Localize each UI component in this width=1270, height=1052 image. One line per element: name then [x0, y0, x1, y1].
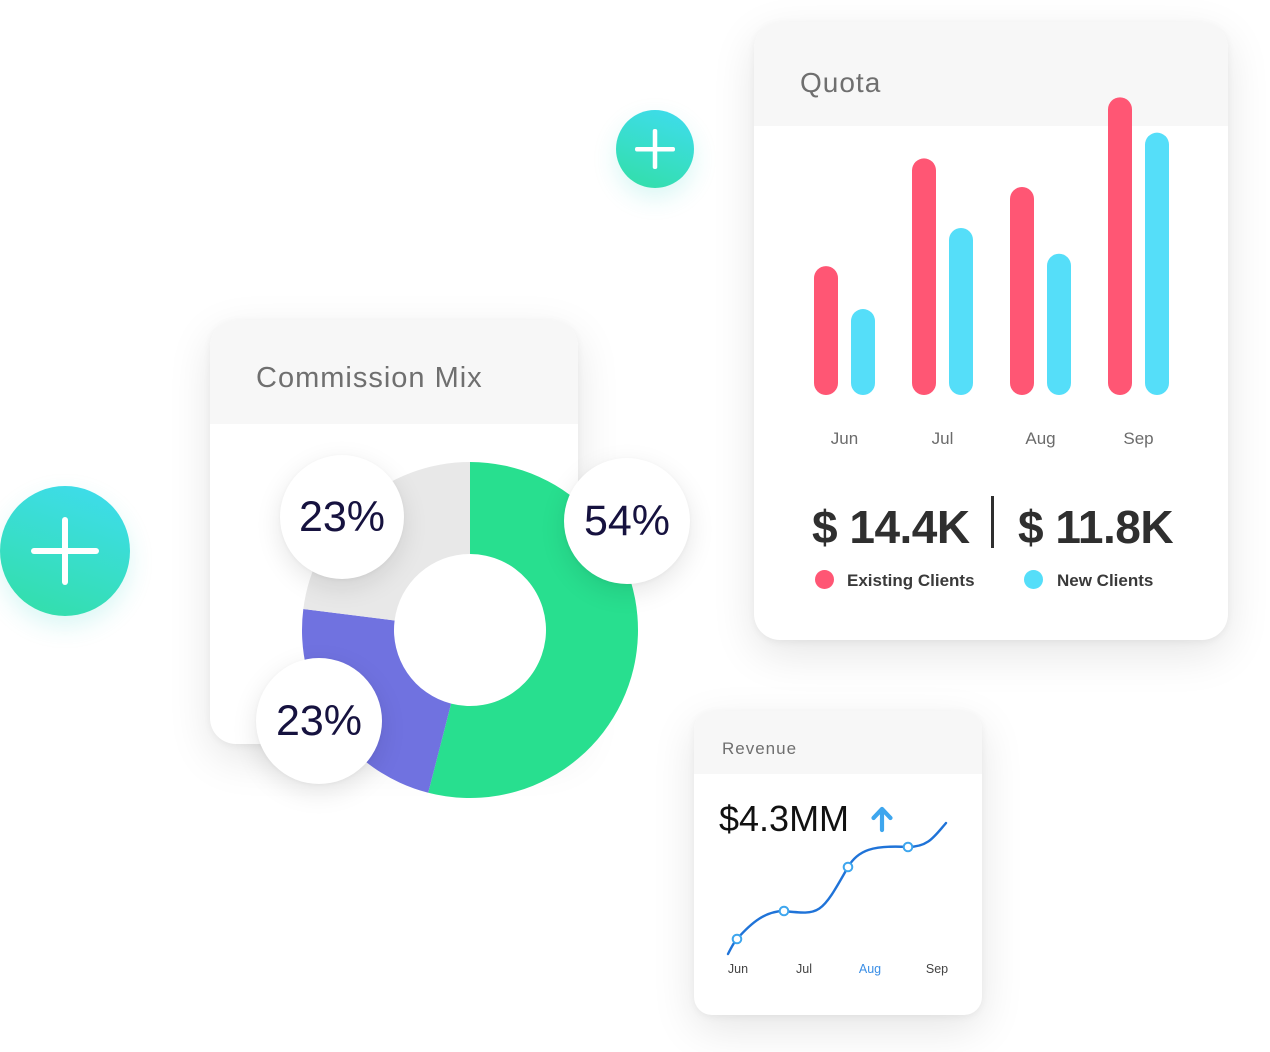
revenue-series-line — [726, 821, 948, 956]
revenue-card: Revenue — [694, 711, 982, 1015]
add-button-top[interactable] — [616, 110, 694, 188]
revenue-point-jun — [731, 933, 743, 945]
legend-new-label: New Clients — [1057, 571, 1154, 590]
commission-mix-title: Commission Mix — [256, 362, 483, 394]
legend-existing-label: Existing Clients — [847, 571, 975, 590]
revenue-line-chart: Jun Jul Aug Sep — [726, 806, 948, 976]
commission-label-gray: 23% — [280, 455, 404, 579]
revenue-point-sep — [902, 841, 914, 853]
revenue-point-jul — [778, 905, 790, 917]
x-tick-aug: Aug — [1025, 429, 1055, 448]
plus-icon — [635, 129, 675, 169]
revenue-x-tick-jul: Jul — [796, 962, 812, 976]
revenue-header: Revenue — [694, 711, 982, 774]
revenue-point-aug — [842, 861, 854, 873]
x-tick-sep: Sep — [1123, 429, 1153, 448]
stat-divider — [991, 496, 994, 548]
arrow-up-icon — [871, 806, 893, 833]
revenue-title: Revenue — [722, 739, 798, 758]
quota-bar-chart: Jun Jul Aug Sep — [814, 97, 1169, 448]
new-clients-value: $ 11.8K — [1018, 501, 1174, 553]
legend-existing-dot — [815, 570, 834, 589]
commission-label-green: 54% — [564, 458, 690, 584]
plus-icon — [31, 517, 99, 585]
quota-title: Quota — [800, 67, 882, 98]
commission-label-purple: 23% — [256, 658, 382, 784]
commission-mix-header: Commission Mix — [210, 320, 578, 424]
add-button-left[interactable] — [0, 486, 130, 616]
existing-clients-value: $ 14.4K — [812, 501, 970, 553]
legend-new-dot — [1024, 570, 1043, 589]
revenue-x-tick-sep: Sep — [926, 962, 948, 976]
revenue-x-tick-aug: Aug — [859, 962, 881, 976]
revenue-value: $4.3MM — [719, 798, 850, 839]
x-tick-jul: Jul — [932, 429, 954, 448]
quota-header: Quota — [754, 22, 1228, 126]
x-tick-jun: Jun — [831, 429, 858, 448]
revenue-x-tick-jun: Jun — [728, 962, 748, 976]
